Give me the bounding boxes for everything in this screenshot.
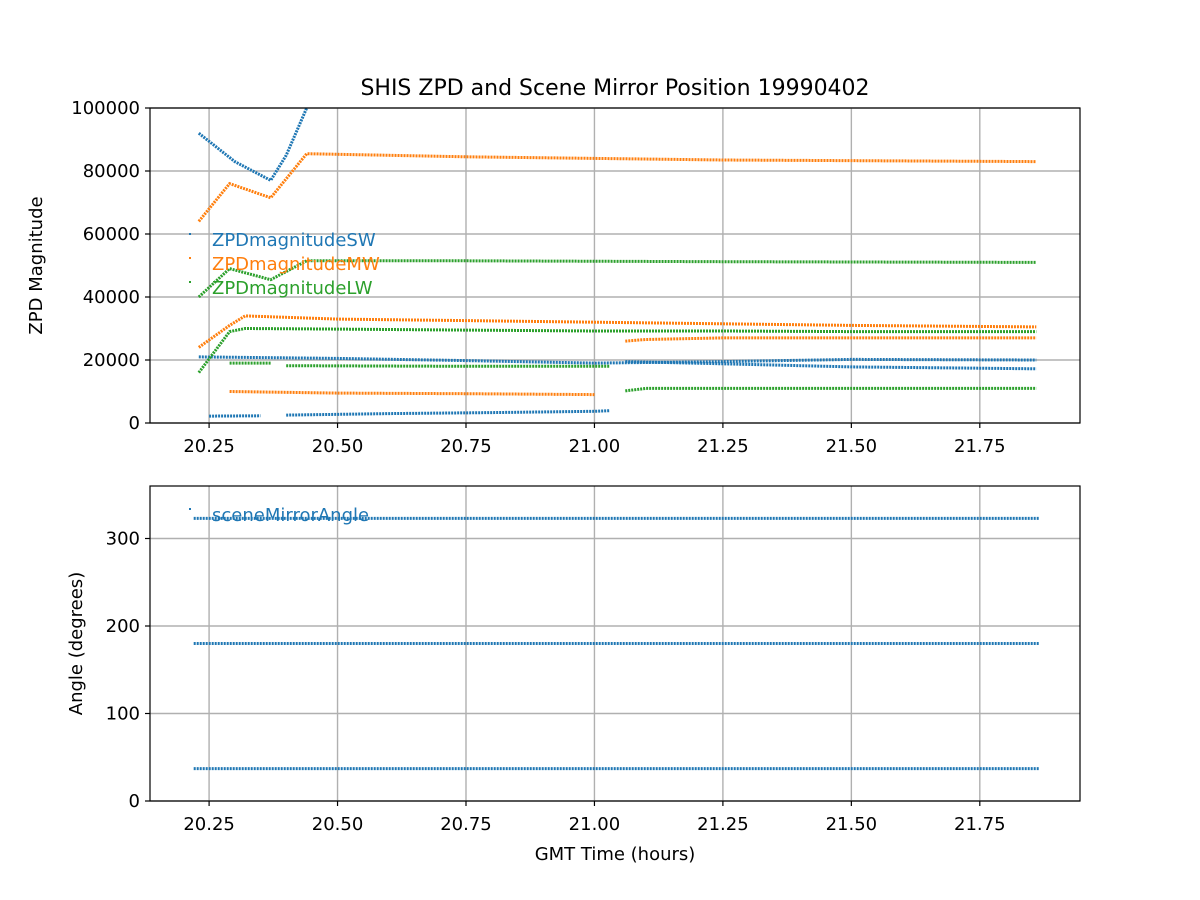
- y-tick-label: 20000: [83, 350, 140, 371]
- series-trace-ZPDmagnitudeSW: [286, 409, 610, 417]
- legend-marker: [189, 508, 191, 510]
- legend-label: ZPDmagnitudeLW: [212, 278, 373, 299]
- series-trace-ZPDmagnitudeMW: [229, 390, 595, 397]
- y-tick-label: 0: [129, 791, 140, 812]
- x-tick-label: 21.75: [954, 814, 1006, 835]
- x-axis-label: GMT Time (hours): [535, 844, 696, 865]
- y-tick-label: 40000: [83, 287, 140, 308]
- x-tick-label: 20.50: [312, 814, 364, 835]
- y-tick-label: 0: [129, 413, 140, 434]
- y-tick-label: 60000: [83, 224, 140, 245]
- series-trace-ZPDmagnitudeMW: [625, 336, 1037, 343]
- y-tick-label: 100000: [71, 98, 140, 119]
- legend-marker: [189, 281, 191, 283]
- series-trace-ZPDmagnitudeSW: [625, 360, 1037, 371]
- y-tick-label: 100: [106, 704, 140, 725]
- x-tick-label: 20.25: [183, 814, 235, 835]
- y-tick-label: 80000: [83, 161, 140, 182]
- scene-mirror-angle-subplot: 20.25 20.50 20.75 21.00 21.25 21.50 21.75 0 100 2…: [66, 485, 1081, 865]
- series-trace-ZPDmagnitudeLW: [625, 386, 1037, 393]
- x-tick-label: 20.75: [440, 814, 492, 835]
- series-trace-ZPDmagnitudeMW: [197, 314, 1037, 349]
- series-trace-ZPDmagnitudeLW: [197, 259, 1037, 299]
- x-tick-label: 21.00: [569, 814, 621, 835]
- zpd-magnitude-subplot: 20.25 20.50 20.75 21.00 21.25 21.50 21.75 0 2000…: [26, 98, 1081, 457]
- x-tick-label: 20.75: [440, 436, 492, 457]
- x-tick-label: 20.25: [183, 436, 235, 457]
- x-tick-label: 21.25: [697, 436, 749, 457]
- x-tick-label: 21.50: [826, 436, 878, 457]
- y-axis-label: Angle (degrees): [66, 572, 87, 715]
- series-trace-ZPDmagnitudeLW: [197, 326, 1037, 374]
- axes-frame: [149, 107, 1081, 424]
- x-tick-label: 20.50: [312, 436, 364, 457]
- series-trace-ZPDmagnitudeMW: [197, 152, 1037, 223]
- axes-frame: [149, 485, 1081, 802]
- x-tick-label: 21.00: [569, 436, 621, 457]
- series-trace-ZPDmagnitudeSW: [198, 355, 1037, 365]
- x-tick-label: 21.25: [697, 814, 749, 835]
- legend-label: sceneMirrorAngle: [212, 505, 369, 526]
- legend-marker: [189, 257, 191, 259]
- legend-label: ZPDmagnitudeSW: [212, 230, 376, 251]
- x-tick-label: 21.50: [826, 814, 878, 835]
- legend-label: ZPDmagnitudeMW: [212, 254, 380, 275]
- series-trace-ZPDmagnitudeSW: [197, 108, 309, 183]
- x-tick-label: 21.75: [954, 436, 1006, 457]
- chart-title: SHIS ZPD and Scene Mirror Position 19990…: [360, 76, 869, 101]
- y-tick-label: 300: [106, 529, 140, 550]
- y-axis-label: ZPD Magnitude: [26, 196, 47, 334]
- legend-marker: [189, 233, 191, 235]
- y-tick-label: 200: [106, 616, 140, 637]
